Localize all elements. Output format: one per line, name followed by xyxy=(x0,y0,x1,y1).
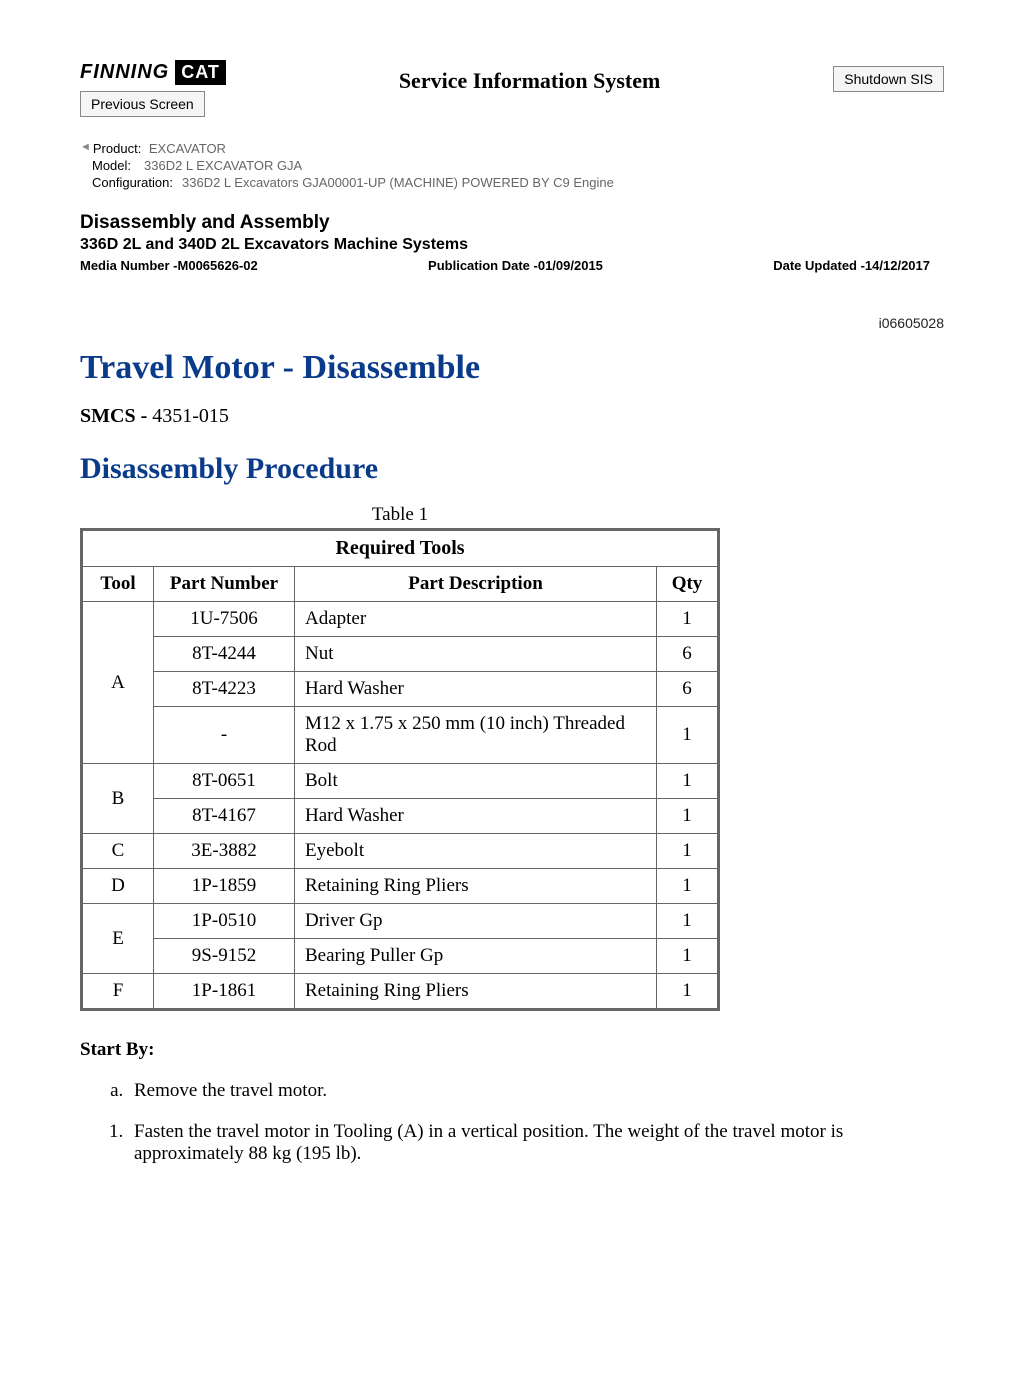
meta-product-label: Product: xyxy=(93,141,149,156)
table-row: 8T-4223 Hard Washer 6 xyxy=(82,672,719,707)
publication-info: Media Number -M0065626-02 Publication Da… xyxy=(80,258,930,273)
section-heading: Disassembly Procedure xyxy=(80,452,944,486)
cell-desc: Hard Washer xyxy=(295,672,657,707)
tool-b: B xyxy=(82,764,154,834)
table-title-row: Required Tools xyxy=(82,530,719,567)
col-tool: Tool xyxy=(82,567,154,602)
cell-desc: Bolt xyxy=(295,764,657,799)
table-row: 9S-9152 Bearing Puller Gp 1 xyxy=(82,939,719,974)
cell-qty: 1 xyxy=(657,939,719,974)
col-part-number: Part Number xyxy=(154,567,295,602)
cell-pn: 8T-0651 xyxy=(154,764,295,799)
meta-config-label: Configuration: xyxy=(92,175,182,190)
tool-d: D xyxy=(82,869,154,904)
internal-reference: i06605028 xyxy=(80,315,944,331)
table-caption: Table 1 xyxy=(80,504,720,526)
tool-e: E xyxy=(82,904,154,974)
media-number: Media Number -M0065626-02 xyxy=(80,258,258,273)
procedure-list: Fasten the travel motor in Tooling (A) i… xyxy=(80,1121,944,1165)
meta-model-value: 336D2 L EXCAVATOR GJA xyxy=(144,158,302,173)
col-part-description: Part Description xyxy=(295,567,657,602)
previous-screen-button[interactable]: Previous Screen xyxy=(80,91,205,117)
doc-title: Disassembly and Assembly xyxy=(80,212,944,234)
header: FINNING CAT Previous Screen Service Info… xyxy=(80,60,944,117)
table-row: 8T-4167 Hard Washer 1 xyxy=(82,799,719,834)
table-row: F 1P-1861 Retaining Ring Pliers 1 xyxy=(82,974,719,1010)
back-arrow-icon[interactable]: ◄ xyxy=(80,141,91,156)
cell-desc: Retaining Ring Pliers xyxy=(295,974,657,1010)
meta-product-row: ◄ Product: EXCAVATOR xyxy=(80,141,944,156)
cell-desc: Bearing Puller Gp xyxy=(295,939,657,974)
logo: FINNING CAT xyxy=(80,60,226,85)
table-row: - M12 x 1.75 x 250 mm (10 inch) Threaded… xyxy=(82,707,719,764)
doc-subtitle: 336D 2L and 340D 2L Excavators Machine S… xyxy=(80,236,944,254)
table-header-row: Tool Part Number Part Description Qty xyxy=(82,567,719,602)
cell-qty: 1 xyxy=(657,764,719,799)
publication-date: Publication Date -01/09/2015 xyxy=(428,258,603,273)
cell-pn: 8T-4167 xyxy=(154,799,295,834)
logo-finning-text: FINNING xyxy=(80,61,169,84)
table-row: A 1U-7506 Adapter 1 xyxy=(82,602,719,637)
cell-desc: Nut xyxy=(295,637,657,672)
cell-qty: 1 xyxy=(657,799,719,834)
table-row: E 1P-0510 Driver Gp 1 xyxy=(82,904,719,939)
cell-qty: 6 xyxy=(657,637,719,672)
logo-cat-badge: CAT xyxy=(175,60,226,85)
cell-pn: 3E-3882 xyxy=(154,834,295,869)
table-row: C 3E-3882 Eyebolt 1 xyxy=(82,834,719,869)
meta-model-label: Model: xyxy=(92,158,144,173)
sis-title: Service Information System xyxy=(246,68,813,94)
cell-qty: 1 xyxy=(657,602,719,637)
tool-a: A xyxy=(82,602,154,764)
tool-c: C xyxy=(82,834,154,869)
page-title: Travel Motor - Disassemble xyxy=(80,349,944,387)
cell-qty: 6 xyxy=(657,672,719,707)
logo-block: FINNING CAT Previous Screen xyxy=(80,60,226,117)
meta-config-row: Configuration: 336D2 L Excavators GJA000… xyxy=(80,175,944,190)
cell-pn: 8T-4223 xyxy=(154,672,295,707)
list-item: Remove the travel motor. xyxy=(128,1080,944,1102)
cell-pn: - xyxy=(154,707,295,764)
cell-pn: 1P-0510 xyxy=(154,904,295,939)
cell-qty: 1 xyxy=(657,904,719,939)
cell-desc: Driver Gp xyxy=(295,904,657,939)
doc-title-block: Disassembly and Assembly 336D 2L and 340… xyxy=(80,212,944,273)
cell-qty: 1 xyxy=(657,869,719,904)
meta-product-value: EXCAVATOR xyxy=(149,141,226,156)
cell-qty: 1 xyxy=(657,974,719,1010)
cell-pn: 1U-7506 xyxy=(154,602,295,637)
date-updated: Date Updated -14/12/2017 xyxy=(773,258,930,273)
product-meta: ◄ Product: EXCAVATOR Model: 336D2 L EXCA… xyxy=(80,141,944,190)
start-by-list: Remove the travel motor. xyxy=(80,1080,944,1102)
list-item: Fasten the travel motor in Tooling (A) i… xyxy=(128,1121,944,1165)
cell-desc: Adapter xyxy=(295,602,657,637)
cell-pn: 9S-9152 xyxy=(154,939,295,974)
cell-qty: 1 xyxy=(657,834,719,869)
cell-desc: M12 x 1.75 x 250 mm (10 inch) Threaded R… xyxy=(295,707,657,764)
tool-f: F xyxy=(82,974,154,1010)
cell-pn: 8T-4244 xyxy=(154,637,295,672)
cell-desc: Retaining Ring Pliers xyxy=(295,869,657,904)
table-row: B 8T-0651 Bolt 1 xyxy=(82,764,719,799)
meta-config-value: 336D2 L Excavators GJA00001-UP (MACHINE)… xyxy=(182,175,614,190)
smcs-code: SMCS - 4351-015 xyxy=(80,405,944,428)
cell-desc: Hard Washer xyxy=(295,799,657,834)
table-row: D 1P-1859 Retaining Ring Pliers 1 xyxy=(82,869,719,904)
meta-model-row: Model: 336D2 L EXCAVATOR GJA xyxy=(80,158,944,173)
cell-pn: 1P-1861 xyxy=(154,974,295,1010)
shutdown-sis-button[interactable]: Shutdown SIS xyxy=(833,66,944,92)
cell-desc: Eyebolt xyxy=(295,834,657,869)
col-qty: Qty xyxy=(657,567,719,602)
smcs-label: SMCS - xyxy=(80,405,147,427)
table-row: 8T-4244 Nut 6 xyxy=(82,637,719,672)
table-title: Required Tools xyxy=(82,530,719,567)
required-tools-table: Required Tools Tool Part Number Part Des… xyxy=(80,528,720,1011)
cell-qty: 1 xyxy=(657,707,719,764)
smcs-value: 4351-015 xyxy=(152,405,229,427)
start-by-label: Start By: xyxy=(80,1039,944,1061)
cell-pn: 1P-1859 xyxy=(154,869,295,904)
